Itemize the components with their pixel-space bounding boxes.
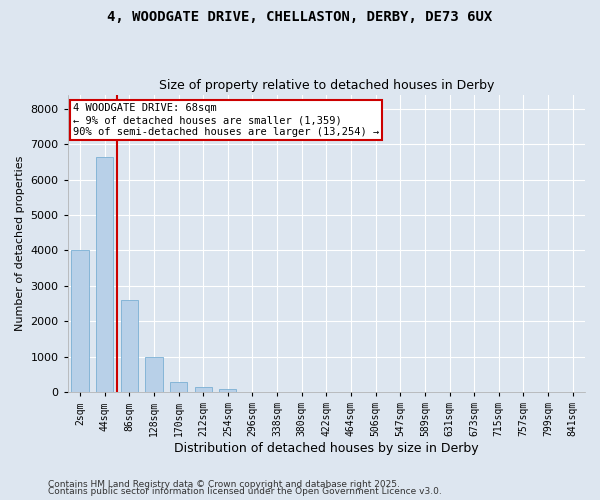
- X-axis label: Distribution of detached houses by size in Derby: Distribution of detached houses by size …: [174, 442, 479, 455]
- Y-axis label: Number of detached properties: Number of detached properties: [15, 156, 25, 331]
- Text: Contains public sector information licensed under the Open Government Licence v3: Contains public sector information licen…: [48, 488, 442, 496]
- Text: 4, WOODGATE DRIVE, CHELLASTON, DERBY, DE73 6UX: 4, WOODGATE DRIVE, CHELLASTON, DERBY, DE…: [107, 10, 493, 24]
- Bar: [71, 250, 89, 392]
- Text: 4 WOODGATE DRIVE: 68sqm
← 9% of detached houses are smaller (1,359)
90% of semi-: 4 WOODGATE DRIVE: 68sqm ← 9% of detached…: [73, 104, 379, 136]
- Bar: [194, 387, 212, 392]
- Title: Size of property relative to detached houses in Derby: Size of property relative to detached ho…: [158, 79, 494, 92]
- Bar: [219, 390, 236, 392]
- Bar: [96, 156, 113, 392]
- Bar: [121, 300, 138, 392]
- Bar: [170, 382, 187, 392]
- Bar: [145, 356, 163, 392]
- Text: Contains HM Land Registry data © Crown copyright and database right 2025.: Contains HM Land Registry data © Crown c…: [48, 480, 400, 489]
